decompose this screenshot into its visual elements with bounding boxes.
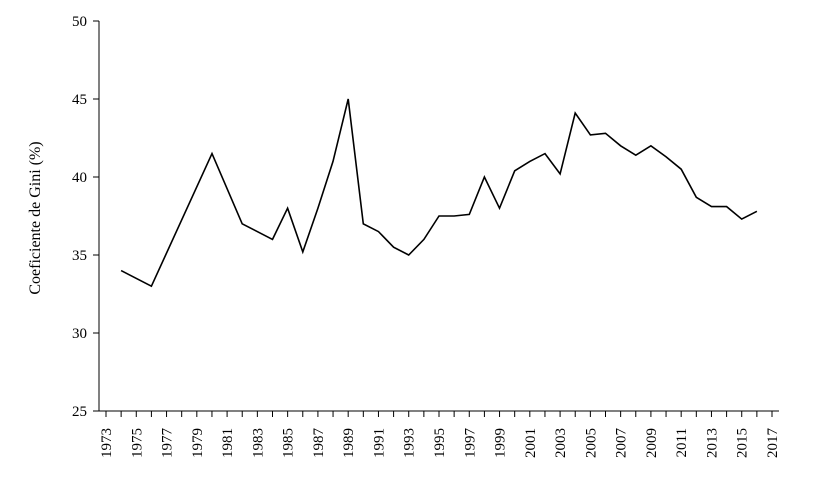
x-tick-label: 2005 [583,428,599,458]
x-tick-label: 1999 [493,428,509,458]
x-tick-label: 2009 [644,428,660,458]
x-tick-label: 1995 [432,428,448,458]
x-tick-label: 1983 [250,428,266,458]
x-tick-label: 1993 [402,428,418,458]
x-tick-label: 2007 [614,428,630,459]
x-tick-label: 1975 [129,428,145,458]
x-tick-label: 2015 [735,428,751,458]
y-tick-label: 50 [72,14,87,30]
x-tick-label: 2001 [523,428,539,458]
x-tick-label: 2017 [765,428,781,459]
x-axis: 1973 1975 1977 1979 1981 1983 1985 1987 1989 1991… [99,410,781,459]
y-tick-label: 40 [72,170,87,186]
x-tick-label: 1981 [220,428,236,458]
series-group [120,98,758,288]
x-tick-label: 1973 [99,428,115,458]
y-axis: 25 30 35 40 45 50 [72,14,100,420]
x-tick-label: 1977 [160,428,176,459]
x-tick-label: 1989 [341,428,357,458]
x-tick-label: 1997 [462,428,478,459]
y-axis-title: Coeficiente de Gini (%) [27,141,44,294]
x-tick-label: 1985 [281,428,297,458]
x-tick-label: 1987 [311,428,327,459]
y-tick-label: 45 [72,92,87,108]
x-tick-label: 2011 [674,428,690,457]
x-tick-label: 2003 [553,428,569,458]
y-tick-label: 30 [72,326,87,342]
gini-series-line [120,98,758,288]
y-tick-label: 35 [72,248,87,264]
x-tick-label: 1979 [190,428,206,458]
x-tick-label: 2013 [704,428,720,458]
x-tick-label: 1991 [371,428,387,458]
y-tick-label: 25 [72,404,87,420]
